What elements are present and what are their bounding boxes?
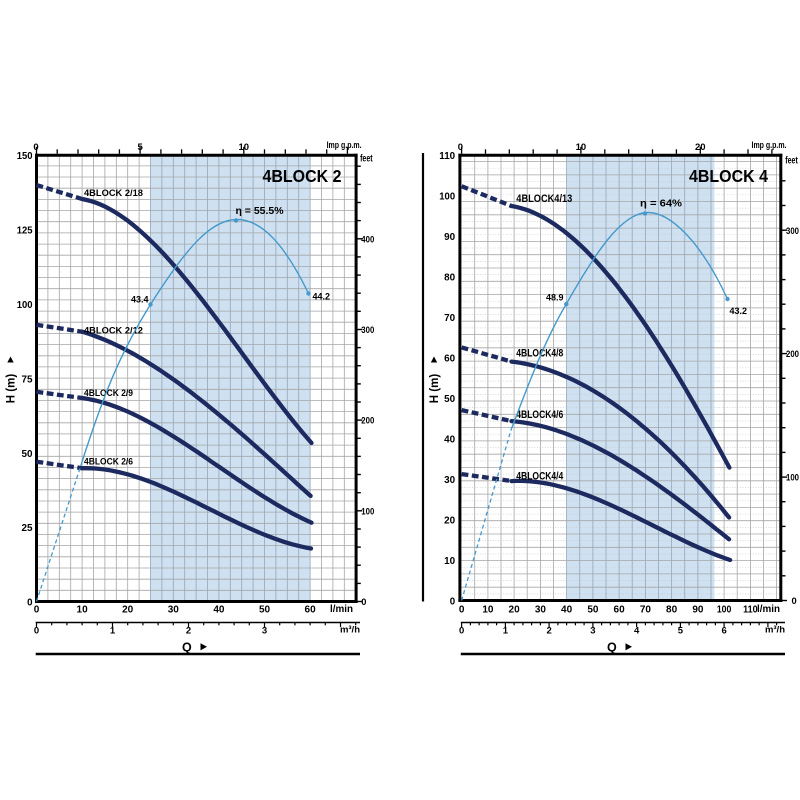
svg-text:2: 2 [186, 626, 191, 637]
svg-text:20: 20 [122, 605, 134, 616]
svg-text:Q: Q [607, 641, 617, 655]
svg-text:4BLOCK4/4: 4BLOCK4/4 [516, 471, 564, 483]
svg-text:m³/h: m³/h [765, 625, 785, 636]
svg-text:10: 10 [444, 555, 455, 567]
svg-text:60: 60 [614, 605, 626, 616]
svg-text:4BLOCK 4: 4BLOCK 4 [689, 166, 768, 186]
svg-text:100: 100 [439, 191, 455, 203]
svg-text:30: 30 [535, 605, 547, 616]
svg-text:1: 1 [110, 626, 116, 637]
svg-text:20: 20 [695, 142, 706, 153]
svg-text:10: 10 [239, 142, 250, 153]
svg-text:100: 100 [717, 605, 732, 616]
svg-text:4BLOCK 2: 4BLOCK 2 [263, 166, 342, 186]
svg-text:50: 50 [22, 448, 33, 460]
svg-text:10: 10 [482, 605, 494, 616]
svg-text:l/min: l/min [757, 603, 780, 615]
svg-text:feet: feet [360, 154, 373, 165]
svg-text:4BLOCK4/13: 4BLOCK4/13 [516, 193, 572, 205]
svg-text:40: 40 [444, 434, 455, 446]
svg-text:20: 20 [509, 605, 521, 616]
svg-text:4: 4 [634, 626, 640, 637]
svg-text:43.2: 43.2 [730, 306, 748, 316]
svg-text:5: 5 [678, 626, 684, 637]
svg-text:30: 30 [168, 605, 180, 616]
svg-text:20: 20 [444, 515, 455, 527]
svg-text:70: 70 [444, 312, 455, 324]
svg-text:50: 50 [259, 605, 271, 616]
svg-text:110: 110 [439, 150, 455, 162]
svg-text:0: 0 [27, 597, 33, 609]
svg-text:0: 0 [34, 626, 39, 637]
svg-text:300: 300 [361, 325, 374, 336]
svg-text:30: 30 [444, 474, 455, 486]
svg-text:m³/h: m³/h [340, 625, 360, 636]
svg-text:60: 60 [305, 605, 317, 616]
svg-text:0: 0 [450, 596, 456, 608]
svg-text:4BLOCK4/6: 4BLOCK4/6 [516, 409, 563, 421]
svg-text:43.4: 43.4 [131, 295, 149, 305]
svg-text:5: 5 [137, 142, 143, 153]
svg-text:150: 150 [17, 150, 33, 162]
svg-text:1: 1 [503, 626, 509, 637]
svg-text:44.2: 44.2 [313, 292, 331, 302]
svg-text:40: 40 [213, 605, 225, 616]
svg-text:4BLOCK 2/18: 4BLOCK 2/18 [84, 188, 143, 198]
svg-text:0: 0 [33, 142, 38, 153]
svg-text:0: 0 [459, 605, 465, 616]
svg-text:0: 0 [361, 597, 366, 608]
svg-text:10: 10 [576, 142, 587, 153]
svg-text:75: 75 [22, 373, 33, 385]
svg-text:0: 0 [458, 142, 463, 153]
svg-text:feet: feet [785, 156, 798, 167]
svg-text:3: 3 [262, 626, 267, 637]
svg-text:110: 110 [743, 605, 758, 616]
svg-text:Q: Q [182, 641, 192, 655]
svg-text:60: 60 [444, 353, 455, 365]
svg-text:200: 200 [786, 349, 799, 360]
svg-text:0: 0 [792, 596, 797, 607]
svg-text:H (m): H (m) [429, 374, 441, 404]
svg-text:4BLOCK 2/6: 4BLOCK 2/6 [84, 457, 133, 467]
svg-text:300: 300 [786, 226, 799, 237]
svg-text:3: 3 [590, 626, 595, 637]
svg-text:2: 2 [546, 626, 551, 637]
svg-text:0: 0 [34, 605, 40, 616]
svg-text:4BLOCK 2/12: 4BLOCK 2/12 [84, 326, 143, 336]
svg-text:10: 10 [77, 605, 89, 616]
svg-text:η = 55.5%: η = 55.5% [236, 205, 285, 217]
svg-text:80: 80 [444, 272, 455, 284]
svg-text:48.9: 48.9 [546, 293, 564, 303]
svg-text:Imp g.p.m.: Imp g.p.m. [752, 140, 787, 150]
svg-text:100: 100 [361, 506, 374, 517]
svg-text:100: 100 [17, 299, 33, 311]
svg-text:25: 25 [22, 522, 33, 534]
svg-text:90: 90 [444, 231, 455, 243]
svg-text:l/min: l/min [330, 603, 353, 615]
svg-text:400: 400 [361, 234, 374, 245]
svg-text:Imp g.p.m.: Imp g.p.m. [327, 140, 362, 150]
svg-text:40: 40 [561, 605, 573, 616]
svg-text:90: 90 [692, 605, 704, 616]
svg-text:100: 100 [786, 473, 799, 484]
svg-text:70: 70 [640, 605, 652, 616]
svg-text:H (m): H (m) [6, 374, 18, 404]
svg-text:η = 64%: η = 64% [640, 197, 683, 209]
svg-text:6: 6 [721, 626, 726, 637]
svg-text:50: 50 [587, 605, 599, 616]
svg-text:4BLOCK 2/9: 4BLOCK 2/9 [84, 388, 133, 398]
svg-text:50: 50 [444, 393, 455, 405]
svg-text:80: 80 [666, 605, 678, 616]
svg-text:4BLOCK4/8: 4BLOCK4/8 [516, 347, 563, 359]
svg-text:200: 200 [361, 416, 374, 427]
svg-text:0: 0 [459, 626, 464, 637]
svg-text:125: 125 [17, 225, 33, 237]
